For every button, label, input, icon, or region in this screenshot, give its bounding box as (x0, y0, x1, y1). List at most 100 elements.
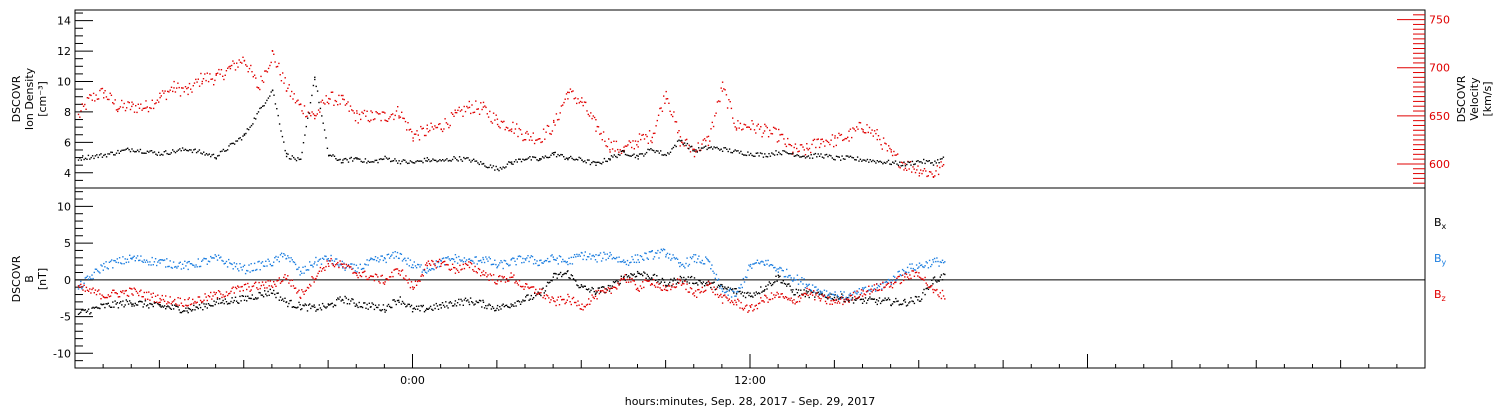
data-point (351, 298, 353, 300)
data-point (320, 101, 322, 103)
data-point (593, 116, 596, 119)
data-point (86, 158, 88, 160)
data-point (531, 298, 534, 300)
data-point (792, 152, 794, 155)
data-point (941, 259, 944, 261)
data-point (332, 306, 334, 308)
data-point (361, 161, 364, 163)
data-point (935, 170, 937, 172)
data-point (294, 102, 297, 104)
data-point (931, 263, 933, 266)
data-point (468, 106, 471, 109)
data-point (463, 105, 465, 108)
data-point (583, 101, 586, 103)
data-point (890, 149, 892, 151)
data-point (780, 153, 783, 156)
data-point (103, 92, 105, 94)
data-point (325, 137, 327, 139)
data-point (280, 299, 283, 301)
data-point (508, 265, 510, 267)
data-point (518, 127, 520, 130)
data-point (144, 298, 147, 300)
data-point (721, 81, 724, 83)
data-point (291, 279, 293, 281)
data-point (732, 290, 734, 292)
data-point (352, 298, 354, 301)
data-point (626, 259, 629, 262)
data-point (499, 166, 502, 169)
data-point (792, 151, 794, 153)
data-point (935, 280, 937, 282)
data-point (878, 161, 880, 163)
data-point (453, 115, 455, 117)
data-point (876, 289, 878, 292)
data-point (527, 294, 529, 296)
data-point (178, 86, 180, 89)
data-point (547, 125, 550, 127)
data-point (817, 138, 819, 140)
data-point (398, 301, 400, 303)
data-point (277, 292, 279, 294)
data-point (340, 263, 342, 265)
data-point (324, 255, 326, 257)
data-point (786, 152, 788, 154)
data-point (532, 156, 534, 158)
data-point (510, 259, 512, 261)
data-point (421, 271, 423, 273)
data-point (90, 312, 92, 314)
data-point (538, 264, 540, 266)
data-point (918, 266, 920, 268)
data-point (790, 297, 792, 299)
data-point (731, 152, 734, 154)
data-point (746, 126, 748, 128)
b-tick-label: -10 (53, 347, 71, 360)
data-point (617, 148, 619, 151)
data-point (612, 281, 615, 283)
data-point (535, 262, 537, 265)
data-point (474, 265, 476, 268)
data-point (142, 296, 144, 298)
data-point (619, 154, 621, 156)
data-point (259, 88, 261, 91)
data-point (235, 263, 238, 265)
data-point (581, 97, 583, 99)
data-point (903, 161, 905, 163)
data-point (499, 275, 501, 277)
data-point (686, 257, 688, 259)
data-point (108, 153, 111, 155)
data-point (747, 291, 749, 294)
data-point (605, 145, 607, 147)
data-point (210, 291, 212, 294)
data-point (94, 306, 97, 309)
data-point (652, 258, 655, 260)
data-point (291, 259, 293, 261)
data-point (417, 280, 419, 283)
data-point (214, 303, 216, 306)
data-point (936, 165, 938, 167)
data-point (768, 281, 770, 283)
data-point (475, 271, 477, 273)
data-point (180, 268, 183, 270)
data-point (523, 300, 525, 302)
data-point (605, 259, 607, 261)
data-point (177, 82, 179, 84)
data-point (305, 289, 307, 292)
data-point (165, 266, 167, 268)
data-point (814, 296, 816, 298)
data-point (466, 105, 468, 108)
data-point (373, 258, 376, 261)
data-point (426, 262, 428, 264)
data-point (411, 264, 414, 266)
data-point (562, 274, 564, 276)
data-point (548, 261, 550, 263)
data-point (614, 150, 616, 152)
data-point (423, 157, 426, 160)
data-point (698, 288, 700, 291)
data-point (383, 308, 386, 311)
data-point (590, 112, 592, 114)
data-point (683, 276, 685, 279)
data-point (93, 271, 95, 274)
data-point (330, 254, 332, 257)
data-point (653, 149, 655, 152)
data-point (909, 263, 911, 265)
